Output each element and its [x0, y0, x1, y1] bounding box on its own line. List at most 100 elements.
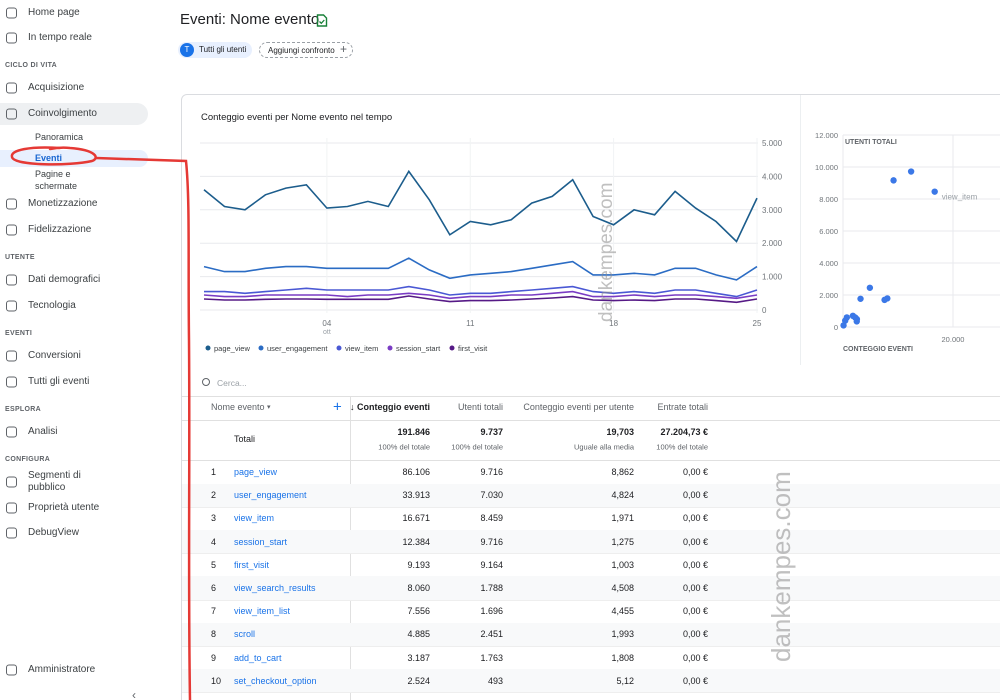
- event-name[interactable]: page_view: [234, 467, 278, 477]
- series-line: [203, 257, 758, 281]
- event-name[interactable]: set_checkout_option: [234, 675, 317, 686]
- column-header[interactable]: Conteggio eventi per utente: [523, 402, 634, 412]
- x-tick-label: 04: [322, 319, 331, 328]
- row-rule: [182, 646, 1000, 647]
- total-note: 100% del totale: [378, 442, 430, 452]
- nav-icon: [6, 224, 17, 236]
- search-input[interactable]: Cerca...: [217, 378, 247, 388]
- chart-title: Conteggio eventi e Utenti totali per Nom…: [820, 112, 1000, 123]
- nav-item[interactable]: Proprietà utente: [28, 502, 100, 513]
- nav-item[interactable]: Coinvolgimento: [28, 108, 97, 119]
- total-note: 100% del totale: [656, 442, 708, 452]
- nav-item[interactable]: Home page: [28, 7, 80, 18]
- scatter-point: [866, 284, 874, 291]
- row-index: 8: [211, 629, 217, 640]
- nav-item[interactable]: Tutti gli eventi: [28, 376, 90, 387]
- search-icon: [202, 378, 210, 386]
- nav-icon: [6, 32, 17, 44]
- nav-item[interactable]: Conversioni: [28, 350, 81, 361]
- row-value: 1,808: [611, 652, 634, 663]
- column-header[interactable]: Utenti totali: [457, 402, 503, 412]
- row-value: 1,993: [611, 629, 634, 640]
- x-tick-label: 20.000: [942, 335, 965, 344]
- scatter-point: [907, 168, 915, 175]
- row-value: 1.763: [480, 652, 503, 663]
- event-name[interactable]: view_item: [234, 513, 275, 524]
- rule: [182, 396, 1000, 397]
- row-stripe: [182, 530, 1000, 554]
- nav-item[interactable]: Analisi: [28, 426, 58, 437]
- row-value: 0,00 €: [682, 467, 708, 477]
- row-value: 4.885: [407, 629, 430, 640]
- row-value: 5,12: [616, 675, 634, 686]
- event-name[interactable]: session_start: [234, 536, 288, 547]
- legend-label: session_start: [396, 344, 441, 353]
- nav-item[interactable]: Panoramica: [35, 132, 84, 142]
- event-name[interactable]: first_visit: [234, 559, 270, 570]
- nav-item[interactable]: Monetizzazione: [28, 198, 98, 209]
- nav-section: CICLO DI VITA: [5, 62, 57, 69]
- nav-item[interactable]: In tempo reale: [28, 32, 92, 43]
- nav-icon: [6, 350, 17, 362]
- event-name[interactable]: scroll: [234, 629, 256, 640]
- y-tick-label: 1.000: [762, 273, 783, 282]
- row-value: 9.716: [480, 467, 503, 477]
- row-index: 7: [211, 606, 217, 617]
- event-name[interactable]: user_engagement: [234, 490, 307, 501]
- scatter-point: [931, 188, 938, 195]
- nav-item[interactable]: Amministratore: [28, 664, 96, 675]
- row-rule: [182, 506, 1000, 508]
- rule: [182, 420, 1000, 421]
- event-name[interactable]: view_search_results: [234, 583, 316, 593]
- segment-avatar: T: [180, 43, 194, 57]
- nav-section: UTENTE: [5, 254, 35, 261]
- nav-item[interactable]: Fidelizzazione: [28, 224, 92, 235]
- panel-divider: [800, 95, 801, 365]
- nav-item[interactable]: Dati demografici: [28, 274, 101, 285]
- row-value: 0,00 €: [682, 490, 708, 501]
- scatter-point: [851, 314, 859, 321]
- y-tick-label: 10.000: [815, 163, 838, 172]
- segment-chip[interactable]: T Tutti gli utenti: [178, 42, 252, 58]
- line-chart: Conteggio eventi per Nome evento nel tem…: [200, 112, 783, 353]
- column-header[interactable]: Entrate totali: [657, 402, 708, 412]
- compare-chip[interactable]: Aggiungi confronto +: [259, 42, 353, 58]
- y-tick-label: 0: [762, 306, 767, 315]
- y-tick-label: 5.000: [762, 139, 783, 148]
- row-value: 9.193: [407, 559, 430, 570]
- row-value: 1.696: [480, 606, 503, 617]
- nav-item[interactable]: DebugView: [28, 527, 79, 538]
- nav-item[interactable]: Segmenti di pubblico: [28, 470, 81, 493]
- row-value: 0,00 €: [682, 606, 708, 617]
- series-line: [203, 295, 758, 304]
- row-value: 4,455: [611, 606, 634, 617]
- y-tick-label: 4.000: [819, 259, 838, 268]
- row-value: 8,862: [611, 467, 634, 477]
- row-index: 6: [211, 583, 217, 593]
- event-name[interactable]: add_to_cart: [234, 652, 282, 663]
- column-header[interactable]: Conteggio eventi: [356, 402, 430, 412]
- row-value: 0,00 €: [682, 559, 708, 570]
- y-tick-label: 2.000: [762, 239, 783, 248]
- row-rule: [182, 553, 1000, 555]
- y-tick-label: 4.000: [762, 172, 783, 181]
- y-axis-label: UTENTI TOTALI: [845, 139, 897, 146]
- legend-label: page_view: [214, 344, 250, 353]
- rule: [182, 460, 1000, 461]
- nav-item[interactable]: Acquisizione: [28, 82, 85, 93]
- nav-item[interactable]: Pagine e schermate: [35, 169, 78, 191]
- column-header: Nome evento: [211, 402, 265, 412]
- row-stripe: [182, 576, 1000, 600]
- y-tick-label: 0: [834, 323, 838, 332]
- segment-label: Tutti gli utenti: [199, 45, 247, 54]
- row-value: 0,00 €: [682, 513, 708, 524]
- watermark: dankempes.com: [596, 182, 617, 322]
- watermark: dankempes.com: [766, 471, 796, 662]
- collapse-arrow[interactable]: ‹: [132, 688, 136, 700]
- row-value: 0,00 €: [682, 652, 708, 663]
- series-line: [204, 285, 758, 298]
- x-tick-label: 18: [609, 319, 618, 328]
- event-name[interactable]: view_item_list: [234, 606, 291, 617]
- nav-icon: [6, 198, 17, 210]
- nav-item[interactable]: Tecnologia: [28, 300, 76, 311]
